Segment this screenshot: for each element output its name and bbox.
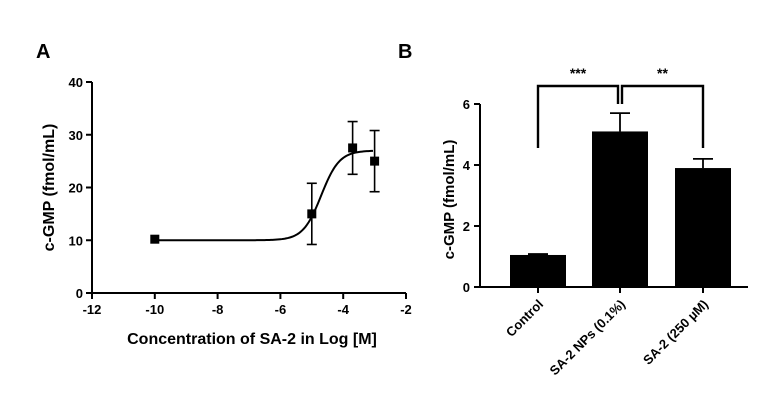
category-label: SA-2 NPs (0.1%) xyxy=(547,297,629,379)
panel-b-categories: Control SA-2 NPs (0.1%) SA-2 (250 µM) xyxy=(503,297,711,379)
y-tick-label: 20 xyxy=(69,181,83,196)
panel-b-bars xyxy=(510,112,731,293)
bar xyxy=(510,254,566,287)
panel-a-x-ticks: -12 -10 -8 -6 -4 -2 xyxy=(83,293,412,317)
x-tick-label: -8 xyxy=(212,302,224,317)
panel-b-significance: *** ** xyxy=(536,65,705,148)
y-tick-label: 6 xyxy=(463,97,470,112)
panel-a: A 0 10 20 30 40 -12 -10 -8 -6 -4 -2 Concentration… xyxy=(36,41,412,348)
y-tick-label: 4 xyxy=(463,158,471,173)
panel-b-letter: B xyxy=(398,41,412,63)
data-point xyxy=(348,143,358,153)
bar xyxy=(592,131,648,287)
panel-b-y-title: c-GMP (fmol/mL) xyxy=(441,140,458,260)
significance-bracket xyxy=(620,84,705,148)
data-point xyxy=(307,209,317,219)
x-tick-label: -12 xyxy=(83,302,102,317)
y-tick-label: 2 xyxy=(463,219,470,234)
x-tick-label: -6 xyxy=(275,302,287,317)
y-tick-label: 10 xyxy=(69,233,83,248)
category-label: Control xyxy=(503,297,546,340)
panel-a-points xyxy=(150,120,380,246)
data-point xyxy=(150,234,160,244)
category-label: SA-2 (250 µM) xyxy=(640,297,711,368)
significance-bracket xyxy=(536,84,620,148)
panel-a-y-ticks: 0 10 20 30 40 xyxy=(69,75,92,301)
bar xyxy=(675,168,731,287)
panel-b-y-ticks: 0 2 4 6 xyxy=(463,97,480,295)
panel-a-y-title: c-GMP (fmol/mL) xyxy=(41,124,58,252)
y-tick-label: 0 xyxy=(76,286,83,301)
y-tick-label: 40 xyxy=(69,75,83,90)
data-point xyxy=(370,156,380,166)
panel-a-x-title: Concentration of SA-2 in Log [M] xyxy=(127,331,377,348)
y-tick-label: 0 xyxy=(463,280,470,295)
x-tick-label: -2 xyxy=(400,302,412,317)
x-tick-label: -10 xyxy=(145,302,164,317)
x-tick-label: -4 xyxy=(337,302,349,317)
panel-a-letter: A xyxy=(36,41,50,63)
significance-label: *** xyxy=(570,65,587,81)
significance-label: ** xyxy=(657,65,668,81)
panel-a-fit-curve xyxy=(154,149,374,242)
y-tick-label: 30 xyxy=(69,128,83,143)
